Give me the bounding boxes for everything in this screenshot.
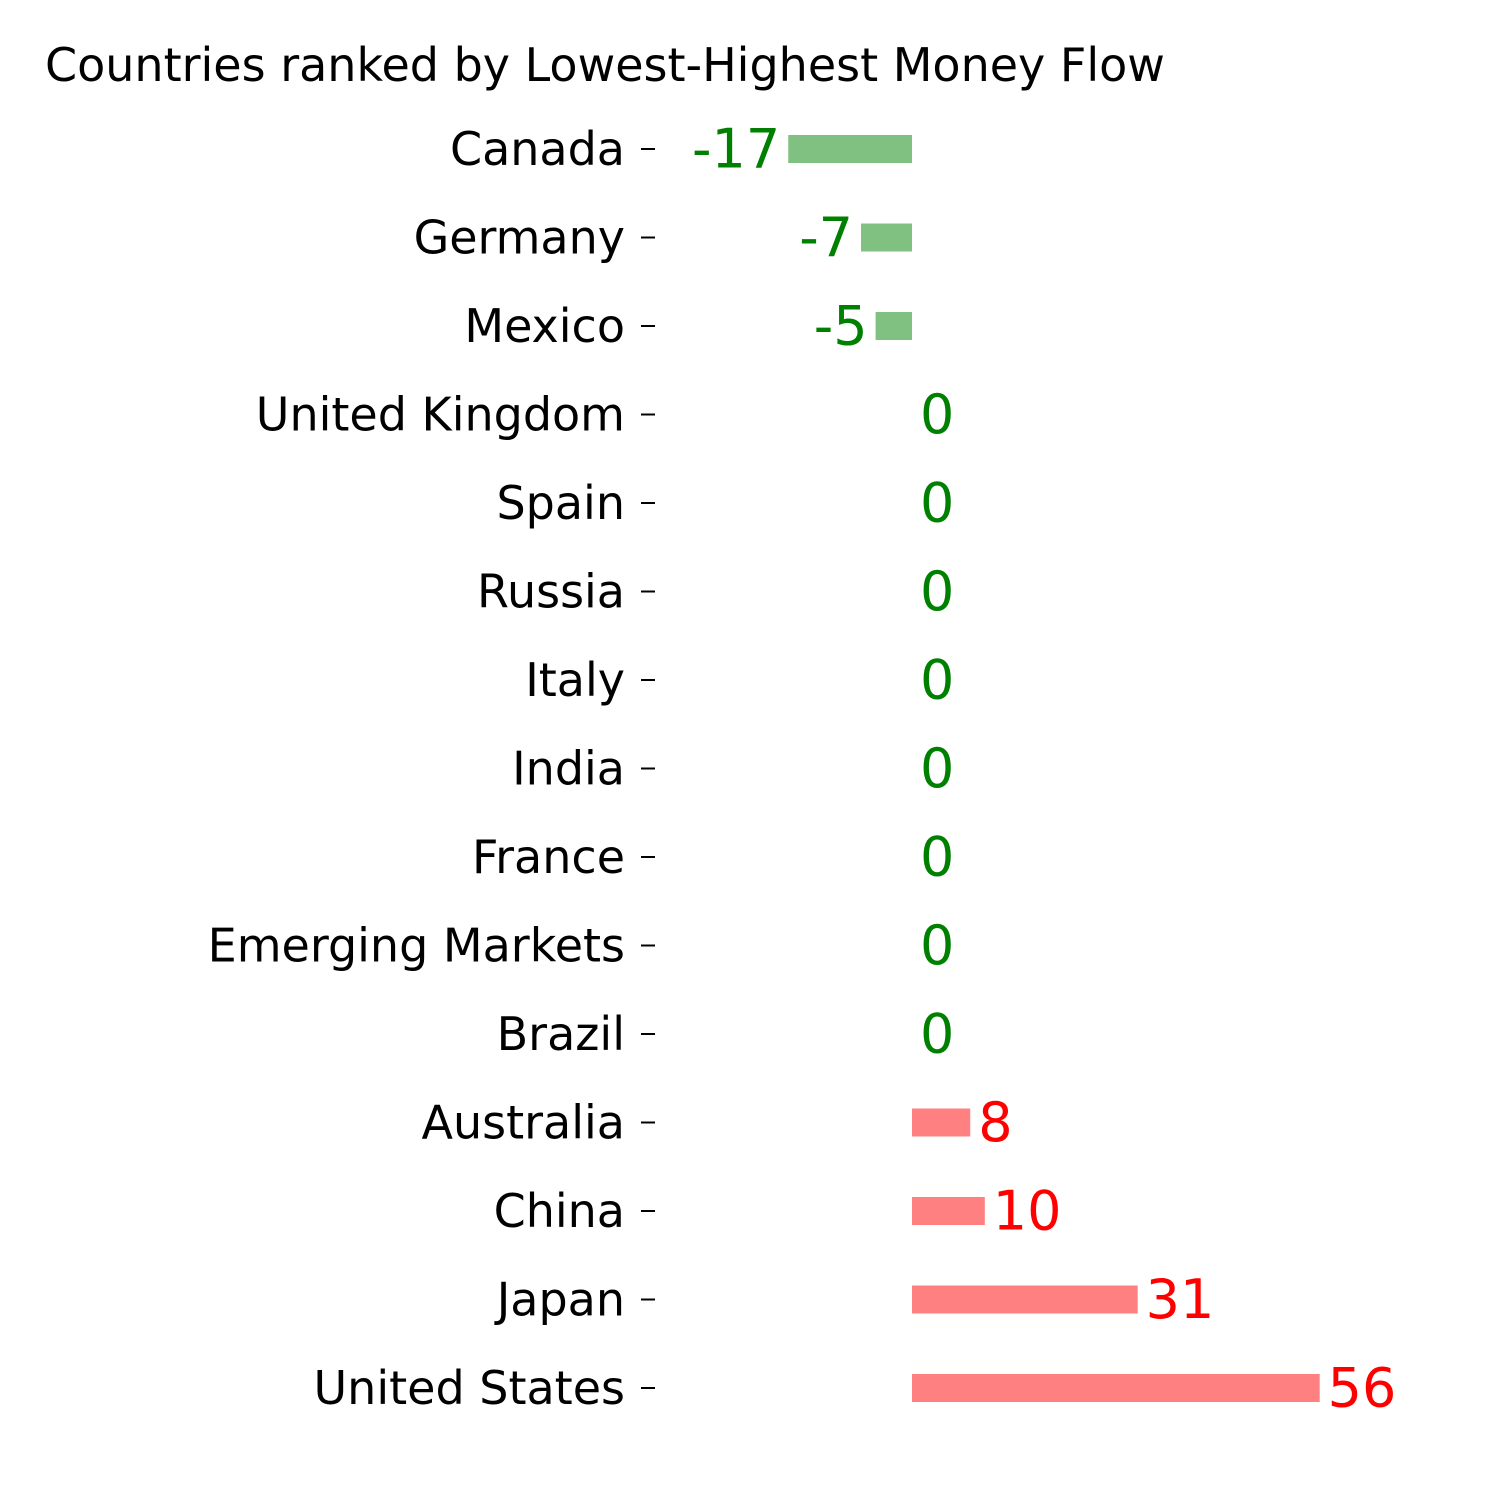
data-label-italy: 0 [920, 649, 954, 712]
chart-title: Countries ranked by Lowest-Highest Money… [45, 38, 1165, 92]
data-label-united-kingdom: 0 [920, 383, 954, 446]
bar-germany [861, 223, 912, 252]
data-label-france: 0 [920, 826, 954, 889]
bar-china [912, 1197, 985, 1225]
y-tick-label-united-states: United States [314, 1361, 626, 1415]
data-label-united-states: 56 [1328, 1357, 1397, 1420]
data-label-china: 10 [993, 1180, 1062, 1243]
data-label-canada: -17 [692, 118, 780, 181]
y-tick-label-italy: Italy [525, 653, 625, 707]
data-label-spain: 0 [920, 472, 954, 535]
data-label-russia: 0 [920, 560, 954, 623]
bar-canada [788, 135, 912, 163]
y-tick-label-japan: Japan [494, 1273, 625, 1327]
y-tick-label-spain: Spain [496, 476, 625, 530]
y-tick-label-france: France [472, 830, 625, 884]
bar-japan [912, 1285, 1138, 1314]
bar-united-states [912, 1374, 1320, 1402]
y-tick-label-canada: Canada [450, 122, 625, 176]
y-tick-label-united-kingdom: United Kingdom [256, 388, 625, 442]
y-tick-label-russia: Russia [477, 565, 625, 619]
data-label-germany: -7 [799, 206, 853, 269]
data-label-emerging-markets: 0 [920, 914, 954, 977]
data-label-japan: 31 [1146, 1268, 1215, 1331]
y-tick-label-china: China [494, 1184, 625, 1238]
y-tick-label-emerging-markets: Emerging Markets [208, 919, 625, 973]
data-label-brazil: 0 [920, 1003, 954, 1066]
y-tick-label-brazil: Brazil [497, 1007, 625, 1061]
data-label-india: 0 [920, 737, 954, 800]
y-tick-label-germany: Germany [414, 211, 625, 265]
y-tick-label-india: India [512, 742, 625, 796]
data-label-australia: 8 [978, 1091, 1012, 1154]
y-tick-label-australia: Australia [422, 1096, 625, 1150]
bar-mexico [875, 312, 912, 340]
data-label-mexico: -5 [814, 295, 868, 358]
bar-australia [912, 1108, 971, 1137]
y-tick-label-mexico: Mexico [464, 299, 625, 353]
